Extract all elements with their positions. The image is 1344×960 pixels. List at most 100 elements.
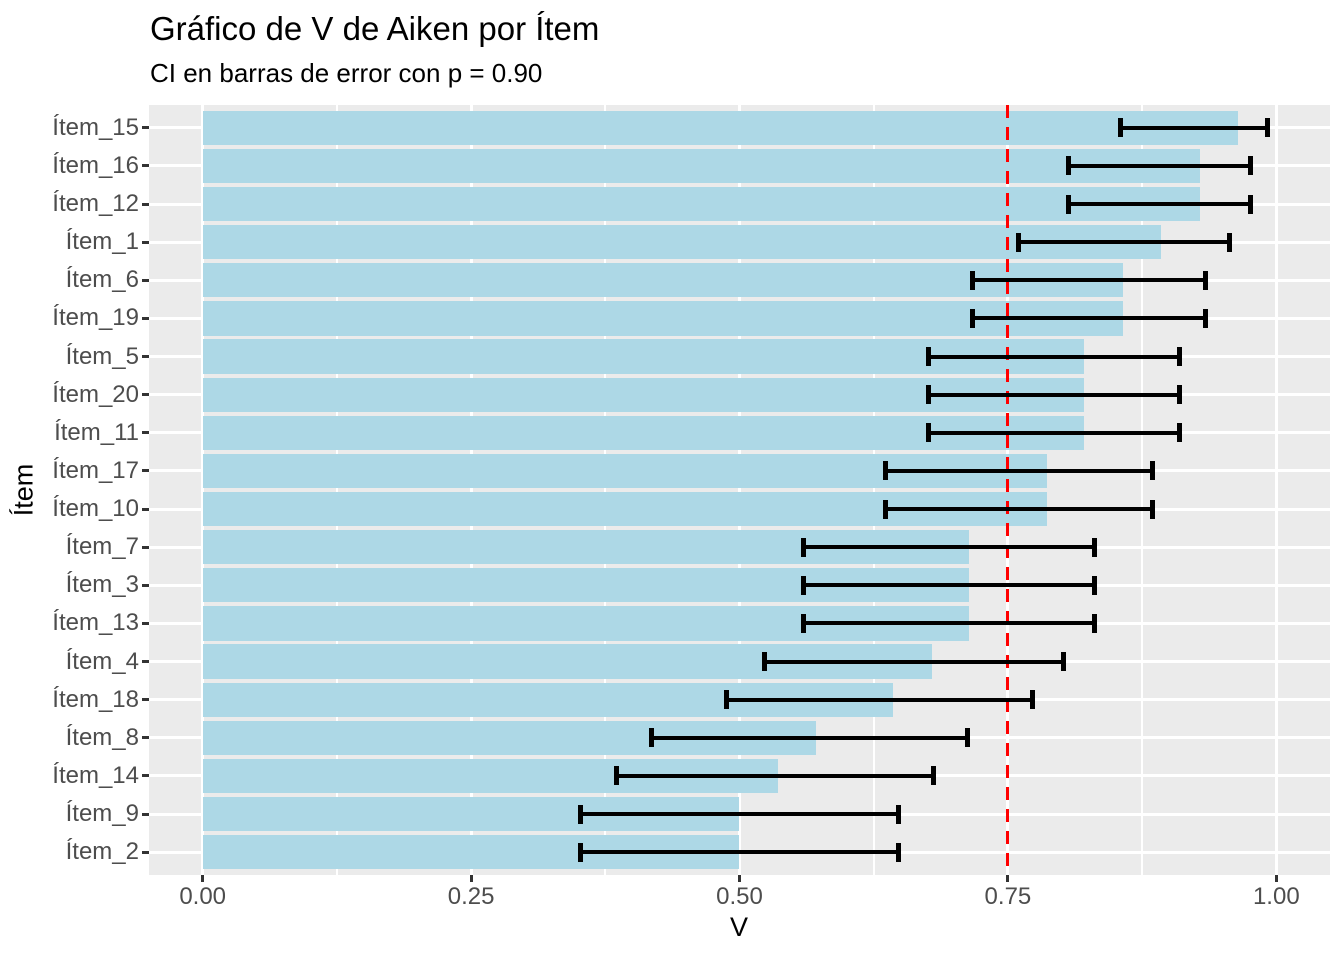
error-bar xyxy=(1018,240,1230,245)
x-tick-label: 0.50 xyxy=(716,883,763,910)
error-bar xyxy=(1068,163,1251,168)
error-bar xyxy=(928,392,1180,397)
grid-major-v-line xyxy=(469,105,473,875)
x-tick-mark xyxy=(738,875,741,882)
bar xyxy=(202,225,1162,260)
grid-minor-v-line xyxy=(1141,105,1144,875)
y-tick-label: Ítem_17 xyxy=(52,456,139,484)
error-bar-cap-lower xyxy=(801,537,807,557)
error-bar-cap-lower xyxy=(648,728,654,748)
y-tick-label: Ítem_16 xyxy=(52,151,139,179)
y-tick-label: Ítem_11 xyxy=(54,418,139,446)
y-tick-mark xyxy=(142,316,149,320)
chart-subtitle: CI en barras de error con p = 0.90 xyxy=(150,58,543,88)
error-bar xyxy=(803,621,1095,626)
error-bar-cap-upper xyxy=(895,804,901,824)
y-tick-mark xyxy=(142,698,149,702)
x-tick-mark xyxy=(469,875,473,882)
bar xyxy=(202,186,1201,222)
y-tick-label: Ítem_12 xyxy=(52,190,139,218)
error-bar xyxy=(580,850,899,855)
y-tick-label: Ítem_14 xyxy=(52,761,139,789)
reference-line xyxy=(1006,105,1010,875)
error-bar xyxy=(885,507,1153,512)
error-bar-cap-lower xyxy=(969,270,975,290)
error-bar-cap-lower xyxy=(883,499,888,519)
error-bar xyxy=(885,468,1153,473)
error-bar-cap-lower xyxy=(883,461,888,481)
x-tick-mark xyxy=(1006,875,1010,882)
error-bar-cap-lower xyxy=(1065,194,1071,214)
error-bar-cap-lower xyxy=(801,613,807,633)
y-tick-mark xyxy=(142,469,149,473)
y-tick-label: Ítem_9 xyxy=(65,800,139,827)
error-bar xyxy=(651,735,968,740)
plot-panel xyxy=(149,105,1330,875)
error-bar-cap-upper xyxy=(1092,537,1098,557)
y-tick-mark xyxy=(142,355,149,359)
y-tick-mark xyxy=(142,393,149,397)
error-bar-cap-lower xyxy=(1065,156,1071,176)
error-bar xyxy=(1120,125,1268,130)
error-bar-cap-upper xyxy=(1265,118,1271,138)
y-tick-label: Ítem_18 xyxy=(52,685,139,713)
y-tick-label: Ítem_13 xyxy=(52,609,139,637)
grid-minor-v-line xyxy=(335,105,338,875)
error-bar-cap-lower xyxy=(578,804,584,824)
y-tick-mark xyxy=(142,164,149,168)
error-bar-cap-upper xyxy=(1248,156,1254,176)
error-bar-cap-upper xyxy=(895,842,901,862)
error-bar-cap-upper xyxy=(1092,613,1098,633)
x-tick-mark xyxy=(1274,875,1278,882)
error-bar-cap-lower xyxy=(925,423,931,443)
error-bar-cap-lower xyxy=(801,575,807,595)
y-tick-label: Ítem_19 xyxy=(52,304,139,332)
y-tick-mark xyxy=(142,278,149,282)
grid-major-v-line xyxy=(201,105,205,875)
y-tick-label: Ítem_2 xyxy=(65,838,139,866)
error-bar xyxy=(803,545,1095,550)
error-bar-cap-upper xyxy=(1248,194,1254,214)
grid-minor-v-line xyxy=(872,105,875,875)
y-tick-mark xyxy=(142,812,149,816)
y-tick-mark xyxy=(142,774,149,778)
x-tick-label: 0.75 xyxy=(984,883,1032,910)
error-bar-cap-upper xyxy=(1202,308,1208,328)
error-bar-cap-upper xyxy=(1177,347,1183,367)
x-tick-mark xyxy=(201,875,205,882)
x-tick-label: 1.00 xyxy=(1252,883,1300,910)
error-bar-cap-lower xyxy=(925,385,931,405)
error-bar-cap-upper xyxy=(1092,575,1098,595)
error-bar-cap-upper xyxy=(931,766,937,786)
error-bar-cap-lower xyxy=(578,842,584,862)
error-bar-cap-upper xyxy=(1150,461,1156,481)
y-tick-mark xyxy=(142,431,149,435)
bar xyxy=(202,148,1201,184)
error-bar xyxy=(726,697,1033,702)
error-bar-cap-upper xyxy=(1177,385,1183,405)
grid-major-v-line xyxy=(738,105,741,875)
error-bar-cap-lower xyxy=(724,690,730,710)
error-bar-cap-lower xyxy=(969,308,975,328)
error-bar xyxy=(972,278,1206,283)
y-tick-mark xyxy=(142,660,149,664)
bar xyxy=(202,301,1123,336)
y-tick-label: Ítem_10 xyxy=(52,495,139,523)
y-tick-label: Ítem_3 xyxy=(65,571,139,599)
y-tick-mark xyxy=(142,621,149,625)
x-axis-title: V xyxy=(729,912,749,942)
grid-major-v-line xyxy=(1274,105,1278,875)
y-tick-label: Ítem_5 xyxy=(65,342,139,370)
error-bar xyxy=(1068,202,1251,207)
y-tick-label: Ítem_8 xyxy=(65,723,139,751)
y-tick-mark xyxy=(142,736,149,740)
error-bar-cap-upper xyxy=(964,728,970,748)
y-tick-mark xyxy=(142,240,149,244)
error-bar-cap-lower xyxy=(925,347,931,367)
error-bar-cap-upper xyxy=(1226,232,1232,252)
y-tick-mark xyxy=(142,545,149,549)
error-bar-cap-upper xyxy=(1202,270,1208,290)
error-bar xyxy=(803,583,1095,588)
error-bar xyxy=(764,659,1064,664)
